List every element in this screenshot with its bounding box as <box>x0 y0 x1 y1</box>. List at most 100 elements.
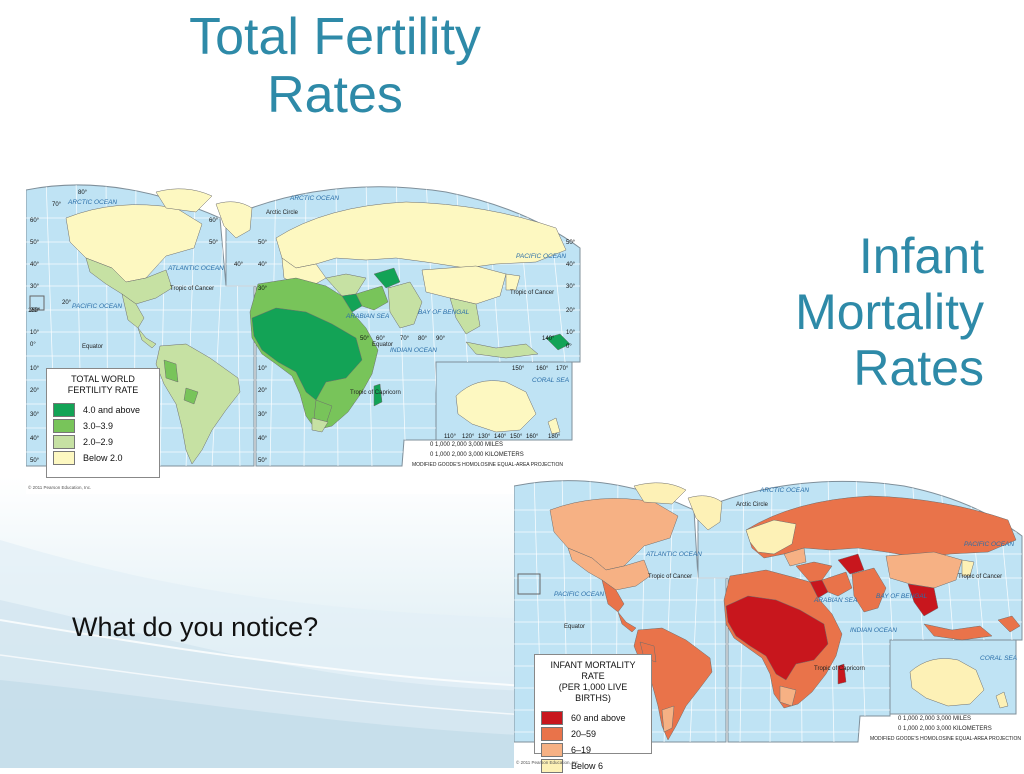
label-pacific-ocean-e: PACIFIC OCEAN <box>516 253 566 260</box>
lon-label: 80° <box>418 336 428 342</box>
australia <box>909 658 1009 709</box>
legend-label: 2.0–2.9 <box>83 437 114 447</box>
legend-title-line-2: FERTILITY RATE <box>67 385 139 395</box>
greenland <box>215 201 253 239</box>
legend-swatch <box>53 419 75 433</box>
scale-km: 0 1,000 2,000 3,000 KILOMETERS <box>898 726 992 732</box>
fertility-map: ARCTIC OCEAN ARCTIC OCEAN Arctic Circle … <box>26 178 582 494</box>
legend-swatch <box>541 743 563 757</box>
legend-swatch <box>53 403 75 417</box>
lat-label: 50° <box>566 240 576 246</box>
copyright-credit: © 2011 Pearson Education, Inc. <box>516 760 580 765</box>
title-right-line-1: Infant <box>858 228 984 284</box>
lat-label: 10° <box>30 330 40 336</box>
label-arctic-ocean: ARCTIC OCEAN <box>759 487 809 494</box>
lat-label: 40° <box>258 262 268 268</box>
lat-label: 60° <box>209 218 219 224</box>
legend-swatch <box>53 435 75 449</box>
legend-swatch <box>541 711 563 725</box>
legend-label: Below 2.0 <box>83 453 123 463</box>
longitude-labels: 50° 60° 70° 80° 90° 140° 150° 160° 170° … <box>28 300 569 440</box>
lon-label: 170° <box>556 366 569 372</box>
lon-label: 160° <box>526 434 539 440</box>
legend-title: TOTAL WORLD FERTILITY RATE <box>53 374 153 396</box>
lat-label: 20° <box>566 308 576 314</box>
inset-marker-box <box>29 295 45 311</box>
label-equator: Equator <box>564 624 585 630</box>
label-arctic-circle: Arctic Circle <box>266 210 299 216</box>
lat-label: 50° <box>30 240 40 246</box>
label-equator-w: Equator <box>82 344 103 350</box>
lat-label: 40° <box>234 262 244 268</box>
title-left-line-2: Rates <box>267 66 403 125</box>
lat-label: 10° <box>566 330 576 336</box>
label-tropic-cancer-e: Tropic of Cancer <box>958 574 1002 580</box>
label-tropic-cancer-w: Tropic of Cancer <box>170 286 214 292</box>
africa <box>249 277 383 433</box>
label-equator-e: Equator <box>372 342 393 348</box>
legend-item: 3.0–3.9 <box>53 418 153 434</box>
legend-item: 2.0–2.9 <box>53 434 153 450</box>
title-right-line-3: Rates <box>853 340 984 396</box>
scale-miles: 0 1,000 2,000 3,000 MILES <box>898 716 972 722</box>
legend-item: 60 and above <box>541 710 645 726</box>
label-tropic-capricorn: Tropic of Capricorn <box>350 390 401 396</box>
lat-label: 30° <box>566 284 576 290</box>
lat-label: 70° <box>52 202 62 208</box>
lat-label: 40° <box>258 436 268 442</box>
title-right-line-2: Mortality <box>795 284 984 340</box>
fertility-legend: TOTAL WORLD FERTILITY RATE 4.0 and above… <box>46 368 160 478</box>
legend-label: 60 and above <box>571 713 626 723</box>
mortality-legend: INFANT MORTALITY RATE (PER 1,000 LIVE BI… <box>534 654 652 773</box>
title-left-line-1: Total Fertility <box>189 8 481 66</box>
scale-miles: 0 1,000 2,000 3,000 MILES <box>430 442 504 448</box>
label-pacific-ocean-w: PACIFIC OCEAN <box>72 303 122 310</box>
label-bay-of-bengal: BAY OF BENGAL <box>876 593 928 600</box>
lat-label: 30° <box>258 412 268 418</box>
lat-label: 40° <box>566 262 576 268</box>
north-america <box>549 482 687 633</box>
lat-label: 10° <box>258 366 268 372</box>
legend-swatch <box>541 727 563 741</box>
lat-label: 60° <box>30 218 40 224</box>
lat-label: 30° <box>258 286 268 292</box>
title-infant-mortality: Infant Mortality Rates <box>684 228 984 396</box>
legend-label: 4.0 and above <box>83 405 141 415</box>
lat-label: 20° <box>30 308 40 314</box>
lon-label: 120° <box>462 434 475 440</box>
lat-label: 20° <box>30 388 40 394</box>
label-arctic-circle: Arctic Circle <box>736 502 769 508</box>
asia <box>795 551 1021 641</box>
label-tropic-capricorn: Tropic of Capricorn <box>814 666 865 672</box>
label-atlantic-ocean: ATLANTIC OCEAN <box>645 551 702 558</box>
label-arctic-ocean-e: ARCTIC OCEAN <box>289 195 339 202</box>
lon-label: 150° <box>512 366 525 372</box>
lat-label: 10° <box>30 366 40 372</box>
legend-item: 6–19 <box>541 742 645 758</box>
lon-label: 50° <box>360 336 370 342</box>
lat-label: 50° <box>258 240 268 246</box>
label-coral-sea: CORAL SEA <box>980 655 1017 662</box>
legend-label: 20–59 <box>571 729 597 739</box>
legend-title-line-1: INFANT MORTALITY RATE <box>550 660 636 681</box>
label-coral-sea: CORAL SEA <box>532 377 569 384</box>
title-total-fertility: Total Fertility Rates <box>100 8 570 124</box>
lat-label: 50° <box>30 458 40 464</box>
lon-label: 110° <box>444 434 457 440</box>
lon-label: 180° <box>548 434 561 440</box>
label-tropic-cancer-e: Tropic of Cancer <box>510 290 554 296</box>
lat-label: 80° <box>78 190 88 196</box>
scale-km: 0 1,000 2,000 3,000 KILOMETERS <box>430 452 524 458</box>
label-bay-of-bengal: BAY OF BENGAL <box>418 309 470 316</box>
legend-item: 4.0 and above <box>53 402 153 418</box>
legend-title-line-1: TOTAL WORLD <box>71 374 135 384</box>
lat-label: 50° <box>258 458 268 464</box>
copyright-credit: © 2011 Pearson Education, Inc. <box>28 485 92 490</box>
legend-swatch <box>53 451 75 465</box>
north-america <box>65 188 213 349</box>
projection-note: MODIFIED GOODE'S HOMOLOSINE EQUAL-AREA P… <box>412 462 563 468</box>
lon-label: 20° <box>62 300 72 306</box>
lon-label: 140° <box>494 434 507 440</box>
legend-title: INFANT MORTALITY RATE (PER 1,000 LIVE BI… <box>541 660 645 704</box>
asia <box>325 265 571 359</box>
